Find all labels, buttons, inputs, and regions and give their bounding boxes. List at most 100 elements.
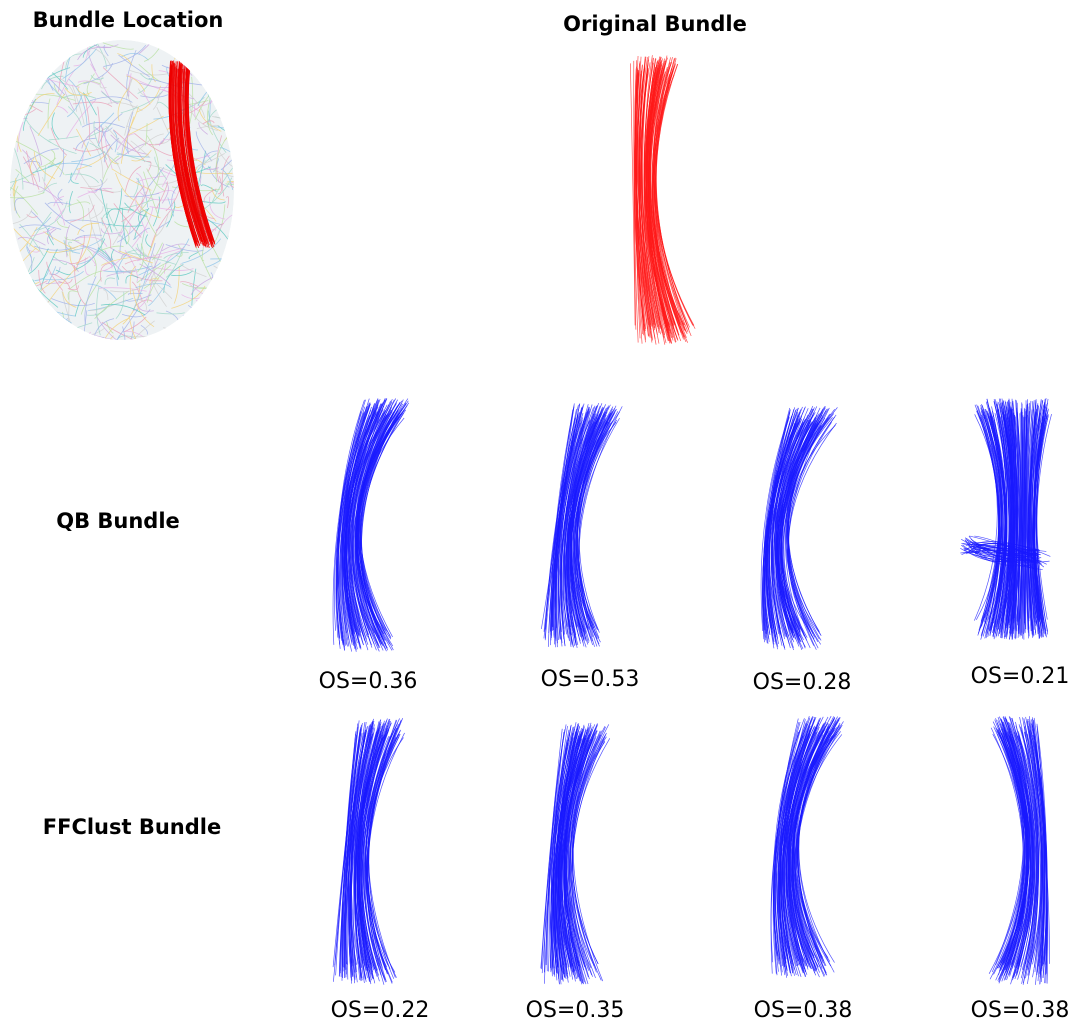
fiber <box>198 41 204 71</box>
fiber <box>194 312 210 326</box>
fiber <box>232 132 265 148</box>
overlap-score: OS=0.35 <box>526 998 625 1023</box>
fiber <box>14 326 30 371</box>
fiber <box>0 302 33 306</box>
fiber <box>46 313 60 322</box>
fiber <box>191 308 199 332</box>
column-title: Original Bundle <box>563 12 747 36</box>
fiber <box>21 309 48 327</box>
fiber <box>223 97 240 105</box>
fiber <box>102 336 113 370</box>
fiber <box>0 332 36 338</box>
fiber <box>211 315 257 319</box>
fiber <box>215 45 228 56</box>
fiber <box>228 235 234 261</box>
brain-tractogram <box>0 40 272 381</box>
fiber <box>0 106 32 110</box>
fiber <box>214 336 228 352</box>
fiber <box>195 41 219 67</box>
fiber <box>198 301 238 307</box>
fiber <box>224 121 265 128</box>
fiber <box>216 332 226 339</box>
fiber <box>11 293 19 310</box>
fiber <box>212 292 220 307</box>
fiber <box>182 321 196 355</box>
fiber <box>38 305 50 319</box>
fiber <box>0 321 13 343</box>
fiber <box>0 295 26 308</box>
overlap-score: OS=0.22 <box>331 998 430 1023</box>
fiber <box>0 292 19 309</box>
fiber <box>148 334 192 349</box>
fiber <box>37 46 44 74</box>
fiber <box>216 296 222 337</box>
fiber <box>207 310 247 318</box>
fiber <box>22 53 56 63</box>
fiber <box>22 310 34 324</box>
fiber <box>235 245 265 261</box>
fiber <box>230 185 272 192</box>
fiber <box>0 106 12 140</box>
fiber <box>200 53 210 75</box>
fiber <box>0 314 15 349</box>
fiber <box>225 332 230 353</box>
fiber <box>223 284 239 289</box>
fiber <box>175 40 192 59</box>
fiber <box>215 313 224 335</box>
fiber <box>205 46 234 66</box>
fiber <box>29 54 37 69</box>
fiber <box>233 118 234 132</box>
fiber <box>10 316 21 331</box>
fiber <box>211 325 249 331</box>
fiber <box>216 331 222 380</box>
fiber <box>182 338 199 345</box>
fiber <box>67 45 76 54</box>
fiber <box>184 334 214 368</box>
fiber <box>211 78 259 90</box>
row-label: FFClust Bundle <box>43 815 221 839</box>
fiber <box>30 334 49 338</box>
fiber <box>6 338 31 360</box>
overlap-score: OS=0.38 <box>971 998 1070 1023</box>
fiber <box>56 333 67 350</box>
column-title: Bundle Location <box>33 8 224 32</box>
fiber <box>218 316 237 331</box>
fiber <box>31 308 45 347</box>
fiber <box>55 318 68 362</box>
fiber <box>231 101 262 134</box>
fiber <box>163 328 203 332</box>
fiber <box>192 308 222 340</box>
bundles <box>333 55 1052 985</box>
fiber <box>205 292 214 339</box>
fiber <box>217 40 241 50</box>
fiber <box>1 283 13 298</box>
fiber <box>224 307 227 349</box>
fiber <box>207 299 238 319</box>
fiber <box>0 52 13 95</box>
fiber <box>0 317 21 336</box>
fiber <box>197 301 202 324</box>
fiber <box>0 315 21 342</box>
fiber <box>206 86 230 97</box>
fiber <box>9 321 16 334</box>
overlap-score: OS=0.36 <box>319 669 418 694</box>
fiber <box>18 78 32 85</box>
fiber <box>26 70 44 74</box>
fiber <box>24 278 27 318</box>
fiber <box>196 300 212 321</box>
fiber <box>58 332 90 367</box>
overlap-score: OS=0.53 <box>541 667 640 692</box>
row-label: QB Bundle <box>56 509 180 533</box>
fiber <box>0 52 11 92</box>
fiber <box>0 80 19 99</box>
fiber <box>19 287 31 294</box>
fiber <box>86 337 97 347</box>
fiber <box>202 309 225 310</box>
fiber <box>203 325 224 338</box>
fiber <box>212 285 236 316</box>
fiber <box>157 333 180 366</box>
fiber <box>220 328 256 339</box>
fiber <box>171 43 189 44</box>
fiber <box>21 44 29 58</box>
fiber <box>225 70 251 94</box>
